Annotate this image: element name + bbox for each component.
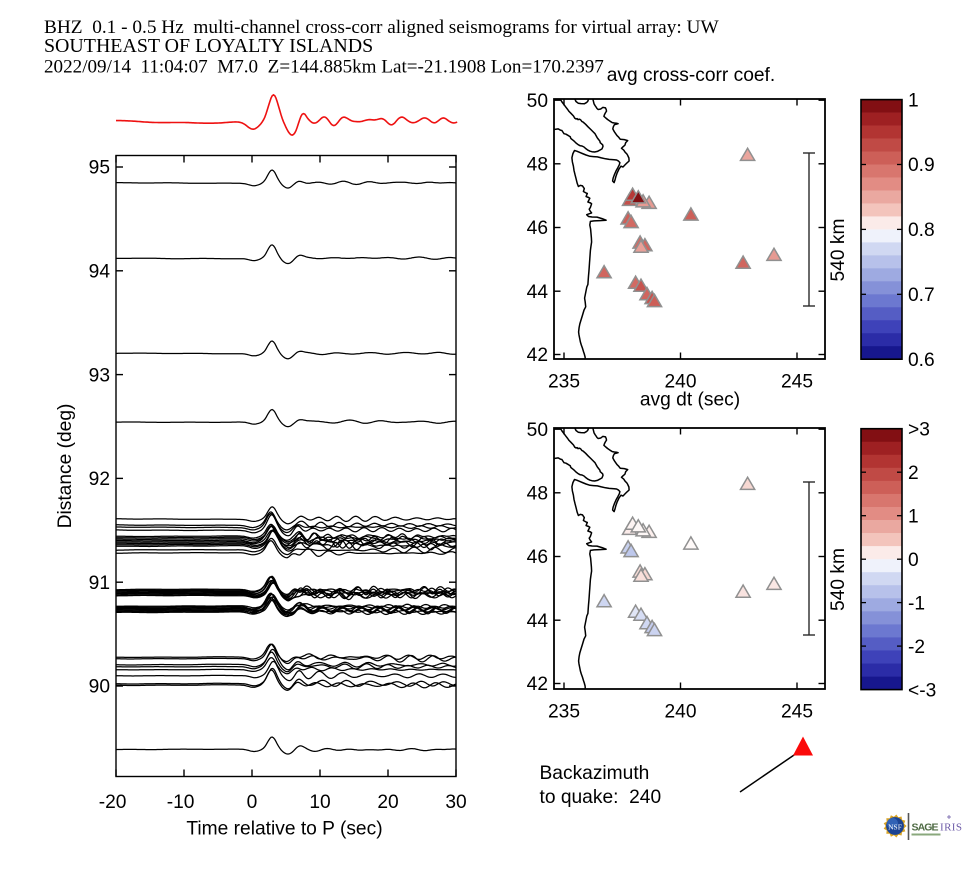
svg-text:42: 42: [527, 674, 548, 695]
svg-text:94: 94: [89, 262, 111, 283]
svg-text:20: 20: [377, 792, 398, 813]
svg-text:0: 0: [908, 550, 919, 571]
svg-text:SAGE: SAGE: [912, 822, 939, 834]
svg-text:avg cross-corr coef.: avg cross-corr coef.: [607, 65, 775, 86]
svg-text:46: 46: [527, 547, 548, 568]
svg-text:95: 95: [89, 158, 110, 179]
svg-text:-20: -20: [99, 792, 127, 813]
svg-text:0: 0: [247, 792, 258, 813]
svg-text:44: 44: [527, 611, 549, 632]
svg-text:Backazimuth: Backazimuth: [540, 763, 650, 784]
svg-text:-2: -2: [908, 637, 925, 658]
svg-text:<-3: <-3: [908, 680, 936, 701]
svg-text:91: 91: [89, 573, 110, 594]
svg-text:IRIS: IRIS: [940, 822, 962, 834]
svg-text:245: 245: [781, 372, 813, 393]
svg-text:-1: -1: [908, 593, 925, 614]
svg-text:245: 245: [781, 701, 813, 722]
svg-text:0.8: 0.8: [908, 220, 935, 241]
svg-text:NSF: NSF: [888, 823, 902, 832]
svg-text:30: 30: [445, 792, 466, 813]
svg-text:240: 240: [664, 701, 696, 722]
svg-text:0.6: 0.6: [908, 350, 935, 371]
svg-text:540 km: 540 km: [828, 219, 849, 282]
svg-text:0.9: 0.9: [908, 155, 935, 176]
svg-text:Distance (deg): Distance (deg): [55, 404, 76, 529]
svg-text:to quake: 240: to quake: 240: [540, 787, 662, 808]
svg-text:235: 235: [548, 701, 580, 722]
svg-text:0.7: 0.7: [908, 285, 935, 306]
svg-text:1: 1: [908, 90, 919, 111]
svg-text:avg dt (sec): avg dt (sec): [640, 390, 740, 411]
svg-text:48: 48: [527, 155, 548, 176]
svg-text:92: 92: [89, 469, 110, 490]
svg-text:93: 93: [89, 365, 110, 386]
svg-text:Time relative to P (sec): Time relative to P (sec): [186, 819, 382, 840]
svg-text:48: 48: [527, 484, 548, 505]
svg-text:>3: >3: [908, 419, 930, 440]
svg-text:44: 44: [527, 282, 549, 303]
svg-text:90: 90: [89, 677, 110, 698]
svg-text:240: 240: [664, 372, 696, 393]
svg-text:50: 50: [527, 91, 548, 112]
svg-text:-10: -10: [167, 792, 195, 813]
svg-text:BHZ 0.1 - 0.5 Hz multi-chann: BHZ 0.1 - 0.5 Hz multi-channel cross-cor…: [44, 17, 719, 38]
svg-text:1: 1: [908, 506, 919, 527]
svg-text:SOUTHEAST OF LOYALTY ISLANDS: SOUTHEAST OF LOYALTY ISLANDS: [44, 35, 373, 57]
svg-text:46: 46: [527, 218, 548, 239]
svg-text:10: 10: [309, 792, 330, 813]
svg-text:2022/09/14 11:04:07 M7.0 Z=: 2022/09/14 11:04:07 M7.0 Z=144.885km Lat…: [44, 56, 604, 77]
svg-text:42: 42: [527, 345, 548, 366]
svg-text:540 km: 540 km: [828, 548, 849, 611]
svg-text:50: 50: [527, 420, 548, 441]
svg-text:235: 235: [548, 372, 580, 393]
svg-text:2: 2: [908, 463, 919, 484]
